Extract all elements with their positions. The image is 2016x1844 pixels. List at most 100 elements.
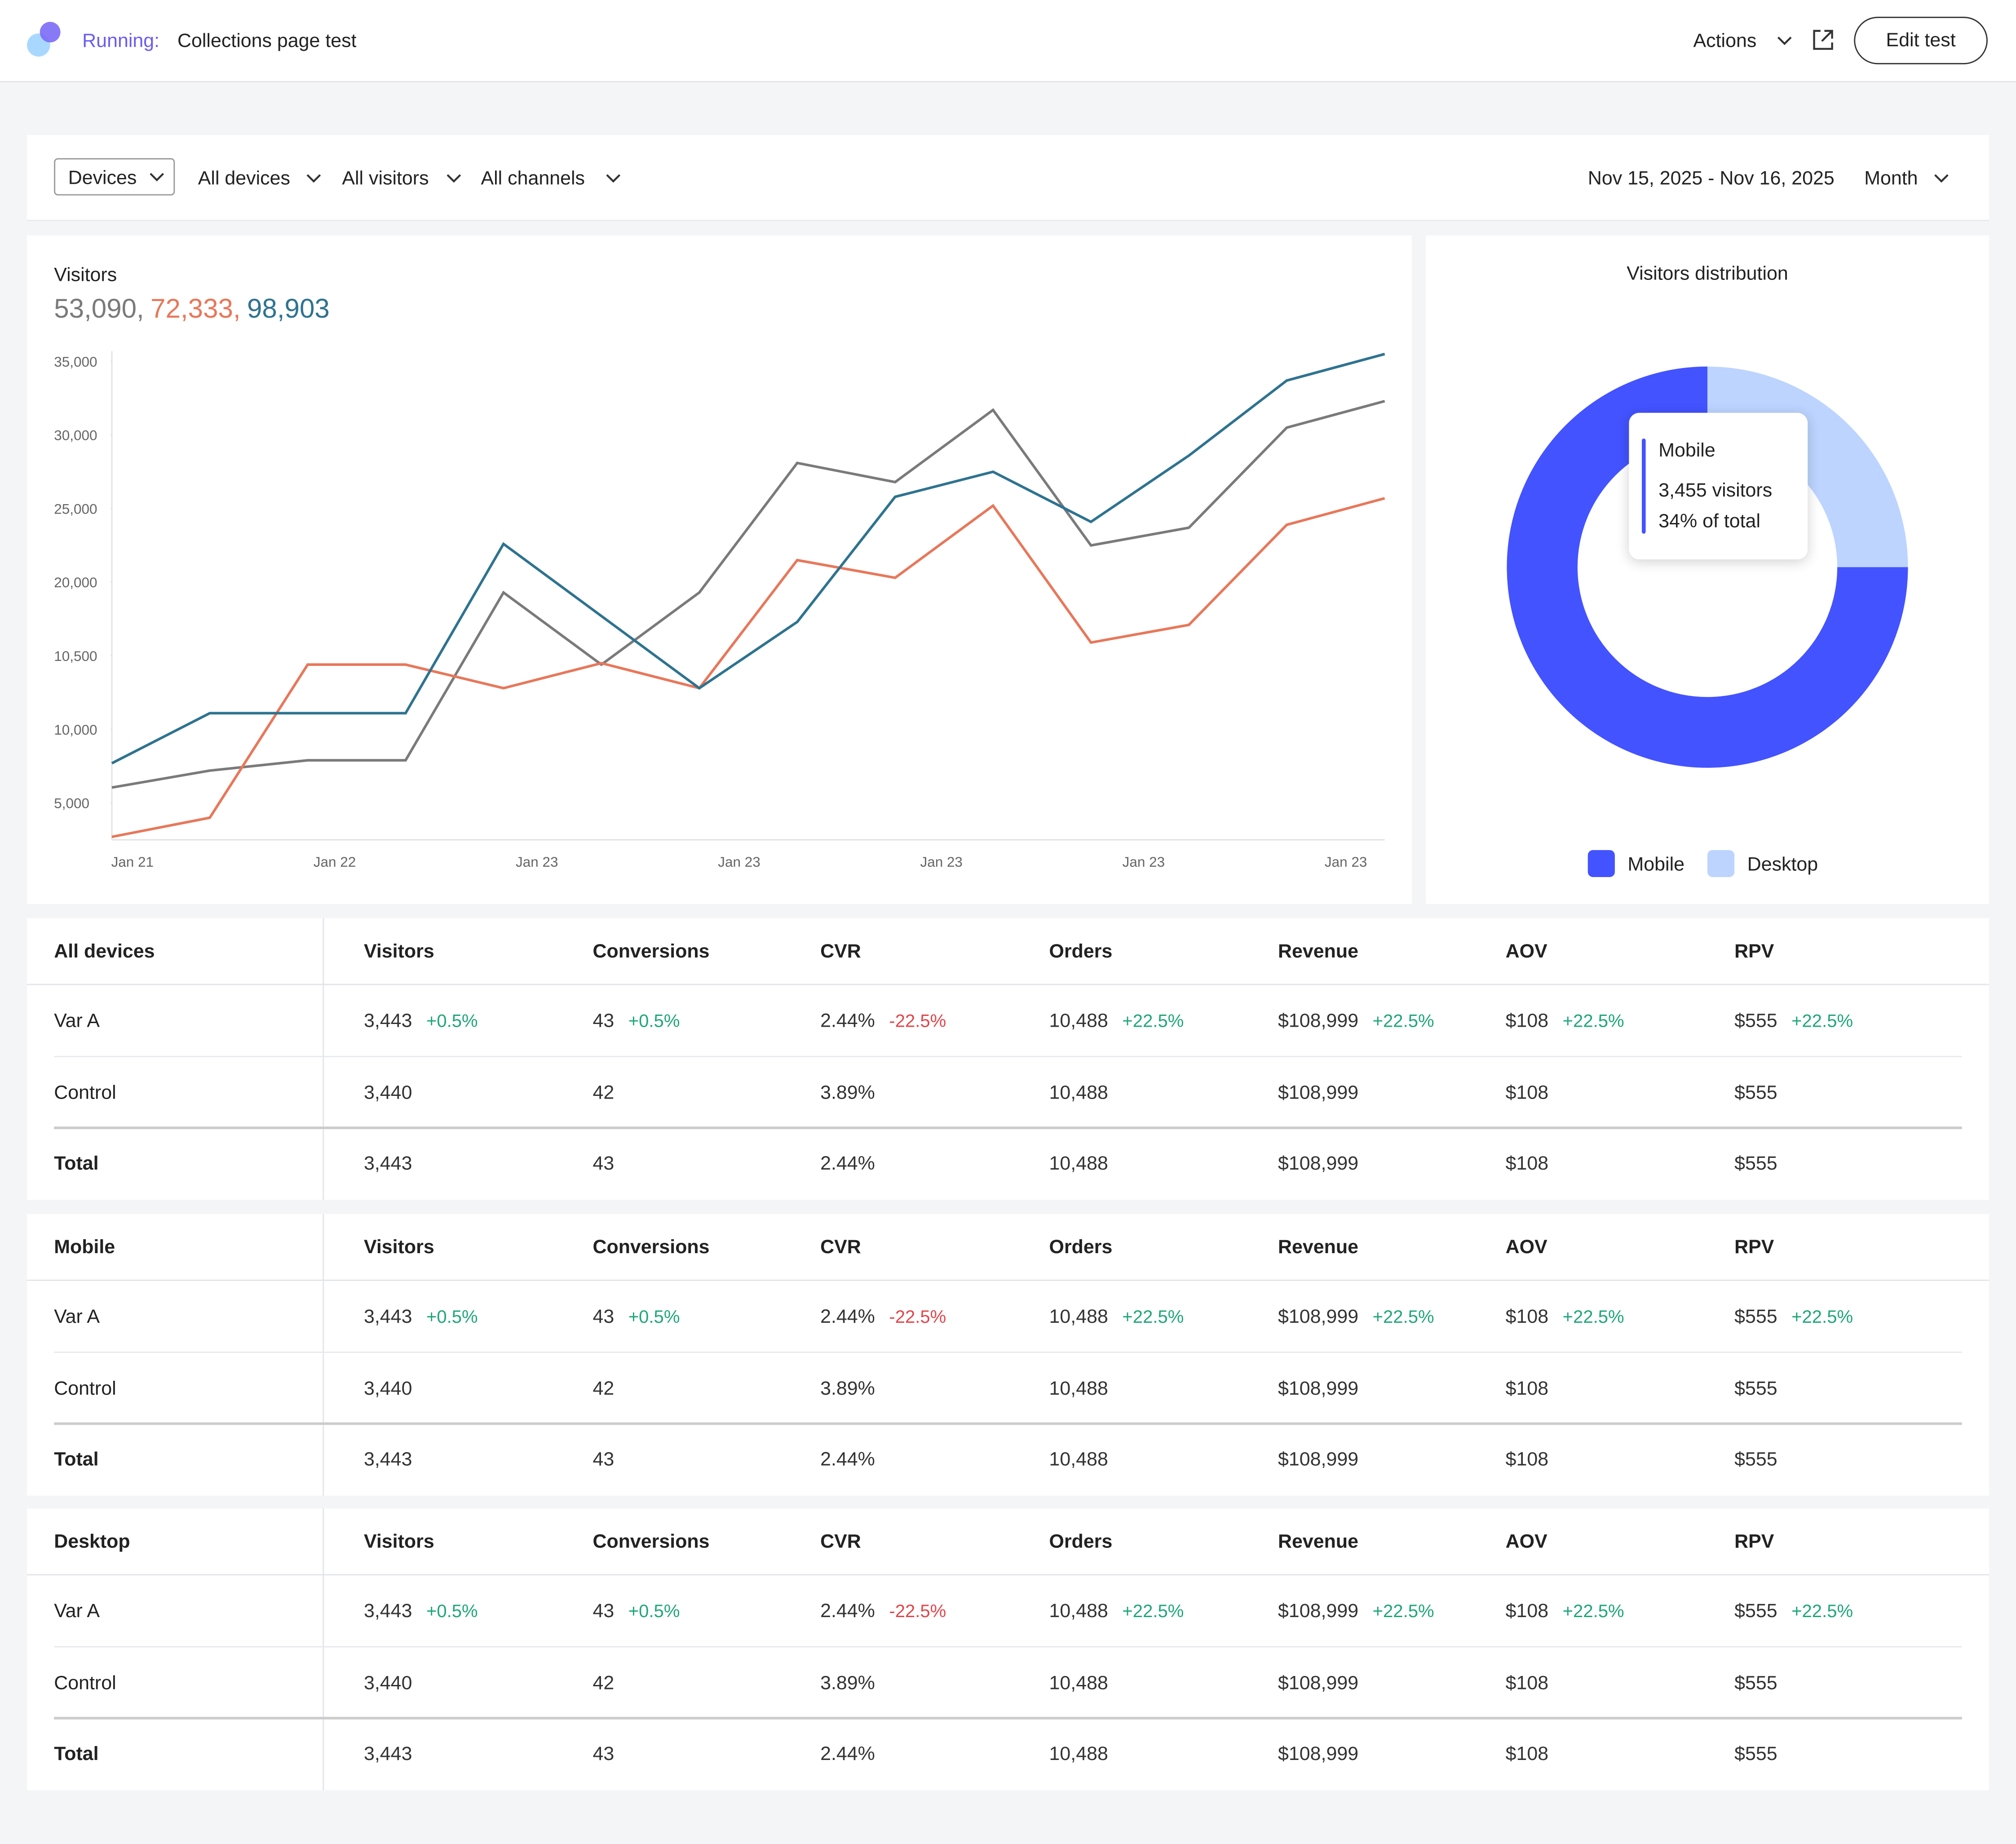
test-title: Collections page test [177,30,357,52]
tooltip-line: 34% of total [1658,510,1760,532]
donut-slice [1507,366,1908,768]
cell-value: $555 [1734,1010,1777,1032]
row-label: Control [54,1082,116,1104]
column-header: AOV [1505,940,1547,963]
line-card [27,235,1412,904]
filter-bar [27,135,1989,222]
tooltip-title: Mobile [1658,439,1715,462]
cell-value: $108 [1505,1152,1549,1175]
row-label: Control [54,1378,116,1400]
cell-change: +0.5% [426,1010,478,1031]
cell-value: 2.44% [820,1600,875,1622]
cell: $555 [1734,1378,1777,1400]
cell-change: -22.5% [889,1306,946,1327]
cell-change: +22.5% [1122,1600,1184,1621]
filter-option[interactable]: All visitors [342,168,429,190]
y-tick-label: 30,000 [54,428,97,443]
y-tick-label: 35,000 [54,354,97,370]
y-tick-label: 10,500 [54,648,97,664]
cell: 3,440 [364,1378,412,1400]
cell-change: +22.5% [1122,1010,1184,1031]
column-header: Visitors [364,940,434,963]
cell: 10,488 [1049,1378,1108,1400]
cell-value: 10,488 [1049,1378,1108,1400]
filter-option[interactable]: All channels [481,168,585,190]
cell-value: $555 [1734,1082,1777,1104]
totals: 53,090, 72,333, 98,903 [54,294,336,325]
cell-value: $108 [1505,1306,1549,1328]
cell: 10,488 +22.5% [1049,1010,1184,1032]
cell: $108 [1506,1449,1549,1471]
cell: 3,443 +0.5% [364,1600,478,1622]
cell-value: 10,488 [1049,1743,1108,1765]
y-tick-label: 25,000 [54,501,97,517]
cell: $108 [1506,1672,1549,1694]
date-range[interactable]: Nov 15, 2025 - Nov 16, 2025 [1587,168,1835,190]
cell-value: $555 [1734,1449,1777,1471]
cell-value: $108 [1505,1378,1549,1400]
cell: 3,443 +0.5% [364,1306,478,1328]
cell-value: $108,999 [1278,1082,1359,1104]
top-bar [0,0,2016,83]
cell: $108,999 +22.5% [1278,1010,1434,1032]
cell: $108,999 [1278,1743,1358,1765]
cell: 3,443 [364,1449,412,1471]
y-tick-label: 20,000 [54,575,97,590]
cell: 10,488 [1049,1082,1108,1104]
cell-value: $108 [1505,1600,1549,1622]
edit-button[interactable]: Edit test [1854,17,1988,65]
series-line [111,400,1385,789]
series-line [111,497,1385,838]
cell-value: 43 [592,1306,615,1328]
chevron [306,174,321,183]
table [27,918,1989,1200]
cell-change: +0.5% [426,1306,478,1327]
cell-change: +22.5% [1791,1010,1853,1031]
tooltip: Mobile 3,455 visitors 34% of total [1629,412,1808,560]
cell: 3,443 +0.5% [364,1010,478,1032]
row-label: Var A [54,1600,100,1622]
column-header: Conversions [592,940,710,963]
chevron-path [150,173,164,182]
x-tick-label: Jan 21 [111,854,154,870]
cell-value: $108 [1505,1449,1549,1471]
tooltip-line: 3,455 visitors [1658,479,1773,502]
filter-option[interactable]: All devices [198,168,291,190]
row-border [54,1717,1962,1720]
external-link[interactable] [1810,27,1836,53]
cell-change: +0.5% [628,1306,680,1327]
cell-value: $108,999 [1278,1306,1359,1328]
row-border [54,1055,1962,1057]
row-border [54,1646,1962,1648]
cell: 10,488 +22.5% [1049,1306,1184,1328]
cell: $108 [1506,1378,1549,1400]
divider [323,1508,324,1791]
cell: 3.89% [820,1672,875,1694]
cell: $108,999 [1278,1672,1358,1694]
cell: 3,440 [364,1082,412,1104]
cell: 3,443 [364,1153,412,1175]
cell: 10,488 [1049,1743,1108,1765]
chevron [1934,174,1949,183]
cell-change: +22.5% [1372,1306,1434,1327]
cell-change: +22.5% [1122,1306,1184,1327]
cell: $108 [1506,1743,1549,1765]
period-select[interactable]: Month [1864,168,1918,190]
header-border [27,984,1989,985]
actions-menu[interactable]: Actions [1693,30,1757,52]
cell-value: 10,488 [1049,1449,1108,1471]
cell: 10,488 [1049,1672,1108,1694]
row-label: Var A [54,1010,100,1032]
cell-value: 3,443 [364,1743,412,1765]
cell: $108 [1506,1153,1549,1175]
column-header: RPV [1734,1237,1774,1259]
donut-title: Visitors distribution [1627,263,1788,285]
group-select[interactable]: Devices [54,158,175,196]
cell: 43 +0.5% [592,1306,680,1328]
cell: 42 [592,1672,614,1694]
cell-value: 10,488 [1049,1010,1108,1032]
cell: 10,488 +22.5% [1049,1600,1184,1622]
cell-change: +0.5% [628,1010,680,1031]
chart-title: Visitors [54,264,117,286]
cell-value: $555 [1734,1152,1777,1175]
